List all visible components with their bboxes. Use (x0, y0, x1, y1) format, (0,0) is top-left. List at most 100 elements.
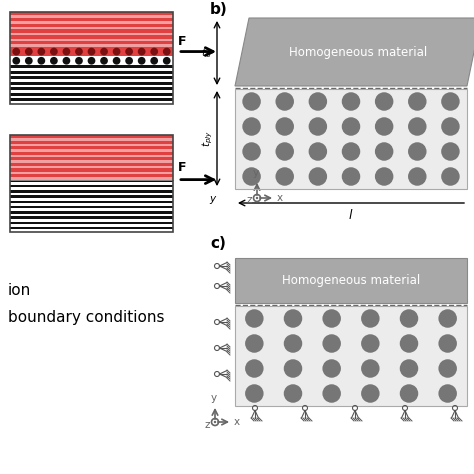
Text: y: y (209, 194, 215, 204)
Circle shape (63, 48, 70, 55)
Bar (10, 18, 173, 21)
Circle shape (284, 384, 302, 403)
Circle shape (375, 142, 393, 161)
Circle shape (242, 167, 261, 186)
Bar (10, 146, 173, 149)
Circle shape (50, 57, 58, 64)
Bar (10, 47, 173, 56)
Circle shape (408, 92, 427, 111)
Circle shape (245, 309, 264, 328)
Text: z: z (205, 420, 210, 430)
Circle shape (100, 48, 108, 55)
Circle shape (441, 117, 460, 136)
Bar (235, 306, 467, 406)
Circle shape (361, 384, 380, 403)
Circle shape (63, 57, 70, 64)
Bar (10, 82, 173, 85)
Circle shape (138, 57, 146, 64)
Circle shape (438, 334, 457, 353)
Text: Homogeneous material: Homogeneous material (282, 274, 420, 287)
Circle shape (12, 57, 20, 64)
Circle shape (242, 117, 261, 136)
Bar (10, 201, 173, 203)
Text: y: y (211, 393, 217, 403)
Circle shape (138, 48, 146, 55)
Circle shape (441, 167, 460, 186)
Circle shape (113, 48, 120, 55)
Text: b): b) (210, 2, 228, 17)
Circle shape (322, 334, 341, 353)
Polygon shape (235, 18, 474, 86)
Circle shape (245, 384, 264, 403)
Circle shape (441, 142, 460, 161)
Bar (10, 99, 173, 101)
Bar (10, 163, 173, 166)
Text: x: x (234, 417, 240, 427)
Bar (10, 12, 173, 15)
Circle shape (37, 48, 45, 55)
Circle shape (361, 309, 380, 328)
Bar (235, 306, 467, 406)
Circle shape (400, 334, 418, 353)
Circle shape (75, 48, 83, 55)
Circle shape (75, 57, 83, 64)
Text: boundary conditions: boundary conditions (8, 310, 164, 325)
Bar (10, 24, 173, 27)
Circle shape (125, 57, 133, 64)
Bar (10, 190, 173, 193)
Bar (10, 76, 173, 79)
Circle shape (50, 48, 58, 55)
Text: x: x (277, 193, 283, 203)
Circle shape (438, 359, 457, 378)
Bar (10, 185, 173, 188)
Bar (10, 12, 173, 104)
Bar (10, 87, 173, 90)
Circle shape (275, 142, 294, 161)
Bar (10, 41, 173, 45)
Circle shape (408, 167, 427, 186)
Circle shape (245, 359, 264, 378)
Circle shape (242, 142, 261, 161)
Bar (10, 157, 173, 160)
Circle shape (25, 48, 33, 55)
Text: c): c) (210, 236, 226, 251)
Circle shape (25, 57, 33, 64)
Circle shape (322, 384, 341, 403)
Bar (235, 258, 467, 303)
Circle shape (163, 48, 171, 55)
Bar (10, 65, 173, 68)
Circle shape (400, 384, 418, 403)
Bar (10, 12, 173, 47)
Bar (10, 71, 173, 73)
Text: ion: ion (8, 283, 31, 298)
Circle shape (284, 309, 302, 328)
Circle shape (342, 167, 360, 186)
Text: Homogeneous material: Homogeneous material (289, 46, 427, 58)
Circle shape (284, 334, 302, 353)
Bar (10, 168, 173, 172)
Text: $l$: $l$ (348, 208, 354, 222)
Circle shape (256, 197, 258, 199)
Text: $t_{0^e}$: $t_{0^e}$ (201, 46, 215, 60)
Circle shape (275, 167, 294, 186)
Circle shape (438, 309, 457, 328)
Bar (10, 227, 173, 229)
Circle shape (375, 117, 393, 136)
Circle shape (400, 359, 418, 378)
Circle shape (113, 57, 120, 64)
Circle shape (150, 48, 158, 55)
Bar (235, 89, 467, 189)
Text: F: F (178, 161, 186, 174)
Bar (10, 174, 173, 177)
Circle shape (408, 142, 427, 161)
Circle shape (408, 117, 427, 136)
Circle shape (438, 384, 457, 403)
Bar (10, 195, 173, 198)
Circle shape (214, 421, 216, 423)
Bar (10, 211, 173, 214)
Bar (10, 93, 173, 96)
Circle shape (342, 142, 360, 161)
Circle shape (37, 57, 45, 64)
Circle shape (88, 48, 95, 55)
Bar (10, 180, 173, 232)
